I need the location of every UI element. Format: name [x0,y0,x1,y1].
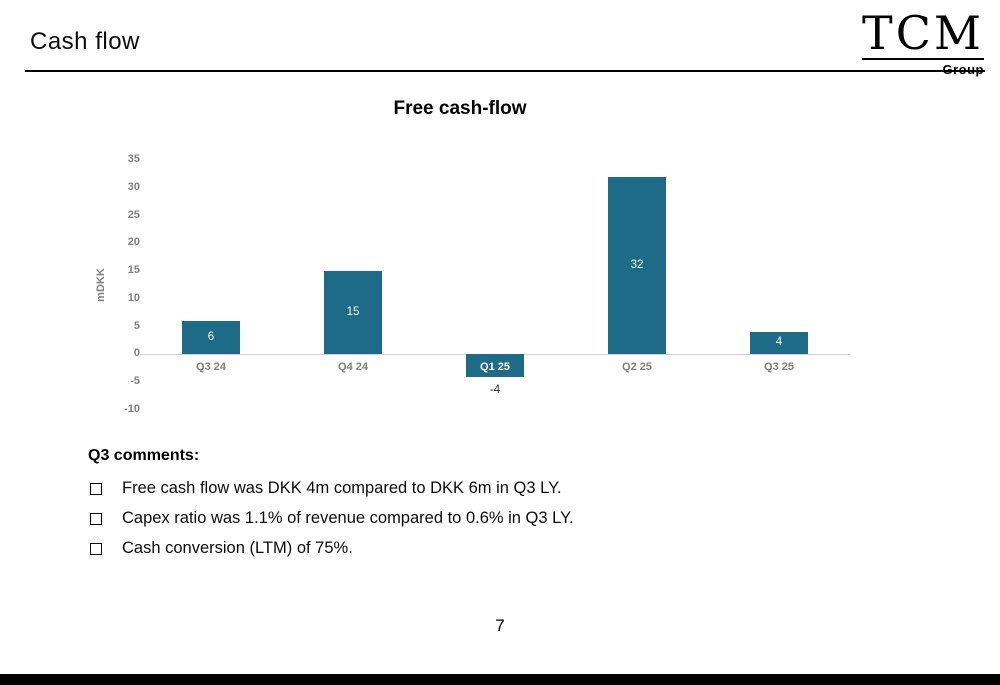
x-category-label: Q3 24 [196,361,226,374]
square-bullet-icon [90,543,102,555]
comment-text: Capex ratio was 1.1% of revenue compared… [122,509,574,527]
x-category-label: Q4 24 [338,361,368,374]
list-item: Cash conversion (LTM) of 75%. [88,539,908,558]
x-category-label: Q2 25 [622,361,652,374]
y-tick-label: 20 [127,236,140,249]
y-tick-label: -10 [124,403,140,415]
bar-value-label: 32 [630,258,644,271]
comment-text: Cash conversion (LTM) of 75%. [122,539,353,557]
bar-value-label: 15 [346,305,360,318]
y-tick-label: -5 [130,375,140,388]
bar-value-label: 6 [207,330,215,343]
square-bullet-icon [90,513,102,525]
bar [182,321,240,355]
header-divider [25,70,985,72]
y-tick-label: 5 [133,319,140,332]
bar [324,271,382,355]
y-tick-label: 35 [127,153,140,165]
y-axis-ticks: 35 30 25 20 15 10 5 0 -5 -10 [80,145,140,430]
plot-area: 6 Q3 24 15 Q4 24 -4 Q1 25 32 Q2 25 4 Q3 25 [140,145,850,430]
tcm-group-logo: TCM Group [862,10,984,77]
x-category-label: Q1 25 [480,361,510,374]
y-tick-label: 10 [127,291,140,304]
comments-heading: Q3 comments: [88,447,200,464]
square-bullet-icon [90,483,102,495]
bar [466,354,524,377]
comments-list: Free cash flow was DKK 4m compared to DK… [88,479,908,569]
list-item: Capex ratio was 1.1% of revenue compared… [88,509,908,528]
bar-value-label: 4 [775,336,783,349]
logo-text: TCM [862,6,984,60]
y-tick-label: 15 [127,264,140,277]
bar-value-label: -4 [489,383,501,396]
y-tick-label: 0 [133,347,140,360]
comment-text: Free cash flow was DKK 4m compared to DK… [122,479,562,497]
bar [750,332,808,355]
logo-subtext: Group [942,62,984,77]
bar [608,176,666,355]
page-number: 7 [495,616,505,635]
list-item: Free cash flow was DKK 4m compared to DK… [88,479,908,498]
page-title: Cash flow [30,28,140,55]
y-tick-label: 25 [127,208,140,221]
chart-title: Free cash-flow [393,98,527,119]
x-category-label: Q3 25 [764,361,794,374]
y-tick-label: 30 [127,180,140,193]
free-cash-flow-chart: 35 30 25 20 15 10 5 0 -5 -10 mDKK 6 Q3 24 15 Q4 24 -4… [80,145,860,430]
y-axis-label: mDKK [95,268,107,302]
footer-bar [0,674,1000,685]
